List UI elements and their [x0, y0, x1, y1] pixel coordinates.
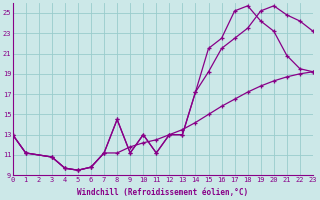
X-axis label: Windchill (Refroidissement éolien,°C): Windchill (Refroidissement éolien,°C) — [77, 188, 248, 197]
